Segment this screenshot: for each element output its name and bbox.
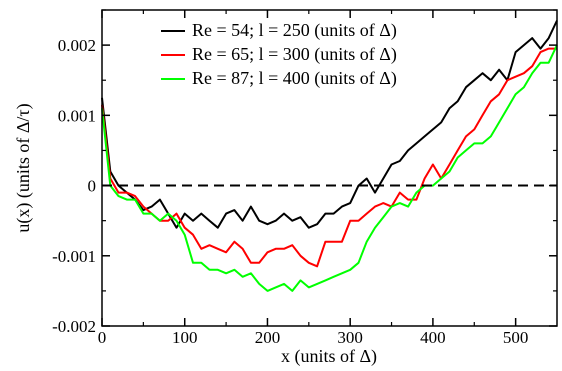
x-tick-label: 500	[503, 328, 529, 347]
y-axis-title: u(x) (units of Δ/τ)	[13, 103, 34, 232]
y-tick-label: -0.002	[52, 317, 96, 336]
x-tick-label: 300	[337, 328, 363, 347]
y-tick-label: -0.001	[52, 247, 96, 266]
x-tick-label: 400	[420, 328, 446, 347]
x-tick-label: 200	[255, 328, 281, 347]
ticks-layer: 0 100 200 300 400 500 -0.002 -0.001 0 0.001 0.002	[52, 9, 557, 347]
x-tick-label: 0	[98, 328, 107, 347]
y-tick-label: 0.002	[58, 36, 96, 55]
series-layer	[101, 20, 558, 292]
x-tick-label: 100	[172, 328, 198, 347]
legend: Re = 54; l = 250 (units of Δ) Re = 65; l …	[157, 20, 453, 94]
x-axis-title: x (units of Δ)	[281, 346, 377, 367]
plot-frame	[101, 9, 558, 327]
series-line-3	[101, 44, 558, 292]
legend-box	[157, 20, 453, 94]
series-line-1	[101, 20, 558, 229]
legend-label-2: Re = 65; l = 300 (units of Δ)	[192, 44, 397, 65]
y-tick-label: 0.001	[58, 106, 96, 125]
y-tick-label: 0	[88, 177, 97, 196]
series-line-2	[101, 47, 557, 268]
legend-label-3: Re = 87; l = 400 (units of Δ)	[192, 68, 397, 89]
legend-label-1: Re = 54; l = 250 (units of Δ)	[192, 20, 397, 41]
